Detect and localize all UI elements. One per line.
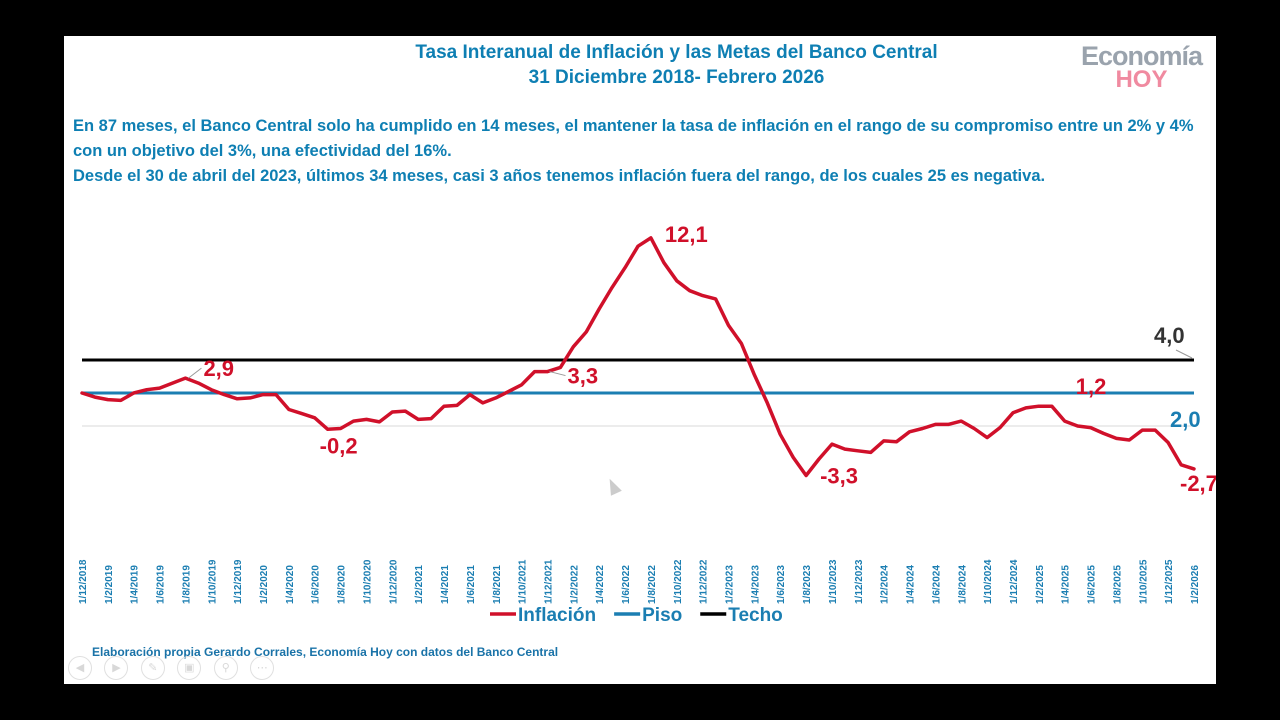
x-tick-label: 1/12/2022	[699, 559, 710, 604]
data-label-neg0-2: -0,2	[320, 433, 358, 458]
x-tick-label: 1/4/2025	[1061, 565, 1072, 604]
source-credit: Elaboración propia Gerardo Corrales, Eco…	[92, 645, 559, 659]
x-tick-label: 1/6/2022	[621, 565, 632, 604]
x-tick-label: 1/4/2019	[130, 565, 141, 604]
x-tick-label: 1/10/2024	[983, 559, 994, 604]
data-label-3neg3: 3,3	[567, 364, 598, 389]
x-tick-label: 1/2/2023	[725, 565, 736, 604]
x-tick-label: 1/12/2021	[543, 559, 554, 604]
x-tick-label: 1/2/2019	[104, 565, 115, 604]
x-tick-label: 1/8/2020	[337, 565, 348, 604]
x-tick-label: 1/6/2024	[931, 565, 942, 604]
x-tick-label: 1/10/2023	[828, 559, 839, 604]
x-tick-label: 1/4/2022	[595, 565, 606, 604]
x-tick-label: 1/4/2024	[906, 565, 917, 604]
x-tick-label: 1/4/2020	[285, 565, 296, 604]
data-label-2neg9: 2,9	[203, 356, 234, 381]
x-tick-label: 1/6/2023	[776, 565, 787, 604]
inflation-chart: 1/12/2018 1/2/2019 1/4/2019 1/6/2019 1/8/201…	[78, 222, 1216, 626]
x-tick-label: 1/8/2024	[957, 565, 968, 604]
data-label-neg2-7: -2,7	[1180, 471, 1216, 496]
legend-entry-techo: Techo	[728, 605, 783, 626]
x-tick-label: 1/8/2019	[181, 565, 192, 604]
x-tick-label: 1/6/2020	[311, 565, 322, 604]
leader-line	[188, 367, 202, 379]
more-icon[interactable]: ⋯	[250, 656, 275, 680]
leader-line	[549, 371, 566, 377]
legend-entry-piso: Piso	[642, 605, 682, 626]
x-tick-label: 1/2/2024	[880, 565, 891, 604]
logo-line1: Economía	[1080, 41, 1203, 71]
x-tick-label: 1/8/2023	[802, 565, 813, 604]
x-tick-label: 1/10/2020	[362, 559, 373, 604]
x-tick-label: 1/12/2018	[78, 559, 89, 604]
data-label-1neg2: 1,2	[1076, 374, 1107, 399]
x-tick-label: 1/4/2021	[440, 565, 451, 604]
x-tick-label: 1/2/2021	[414, 565, 425, 604]
description-paragraph-2: Desde el 30 de abril del 2023, últimos 3…	[73, 167, 1046, 185]
x-tick-label: 1/8/2021	[492, 565, 503, 604]
data-label-12neg1: 12,1	[665, 222, 708, 247]
slides-icon[interactable]: ▣	[177, 656, 202, 680]
x-tick-label: 1/2/2026	[1190, 565, 1201, 604]
x-tick-label: 1/8/2022	[647, 565, 658, 604]
economia-hoy-logo: Economía HOY	[1080, 41, 1203, 93]
x-tick-label: 1/4/2023	[750, 565, 761, 604]
x-tick-label: 1/10/2025	[1138, 559, 1149, 604]
x-tick-label: 1/2/2025	[1035, 565, 1046, 604]
x-tick-label: 1/6/2019	[156, 565, 167, 604]
legend-entry-inflación: Inflación	[518, 605, 596, 626]
x-tick-label: 1/6/2021	[466, 565, 477, 604]
pen-icon[interactable]: ✎	[140, 656, 165, 680]
x-tick-label: 1/12/2025	[1164, 559, 1175, 604]
x-tick-label: 1/12/2024	[1009, 559, 1020, 604]
chart-subtitle: 31 Diciembre 2018- Febrero 2026	[528, 67, 825, 88]
previous-slide-icon[interactable]: ◀	[68, 656, 92, 680]
inflacion-series-line	[80, 236, 1196, 478]
x-tick-label: 1/10/2021	[518, 559, 529, 604]
piso-value-label: 2,0	[1170, 407, 1201, 432]
chart-title: Tasa Interanual de Inflación y las Metas…	[415, 42, 938, 63]
x-tick-label: 1/12/2020	[388, 559, 399, 604]
leader-line	[1175, 349, 1193, 359]
x-tick-label: 1/12/2019	[233, 559, 244, 604]
slide: Tasa Interanual de Inflación y las Metas…	[64, 36, 1216, 684]
description-paragraph-1: En 87 meses, el Banco Central solo ha cu…	[73, 117, 1194, 160]
x-tick-label: 1/2/2022	[569, 565, 580, 604]
techo-value-label: 4,0	[1154, 323, 1185, 348]
x-tick-label: 1/12/2023	[854, 559, 865, 604]
presentation-toolbar: ◀ ▶ ✎ ▣ ⚲ ⋯	[68, 656, 282, 680]
next-slide-icon[interactable]: ▶	[104, 656, 129, 680]
x-tick-label: 1/10/2019	[207, 559, 218, 604]
zoom-icon[interactable]: ⚲	[213, 656, 238, 680]
data-label-neg3-3: -3,3	[820, 464, 858, 489]
x-tick-label: 1/8/2025	[1112, 565, 1123, 604]
x-tick-label: 1/2/2020	[259, 565, 270, 604]
x-tick-label: 1/10/2022	[673, 559, 684, 604]
logo-line2: HOY	[1115, 66, 1168, 93]
x-tick-label: 1/6/2025	[1087, 565, 1098, 604]
